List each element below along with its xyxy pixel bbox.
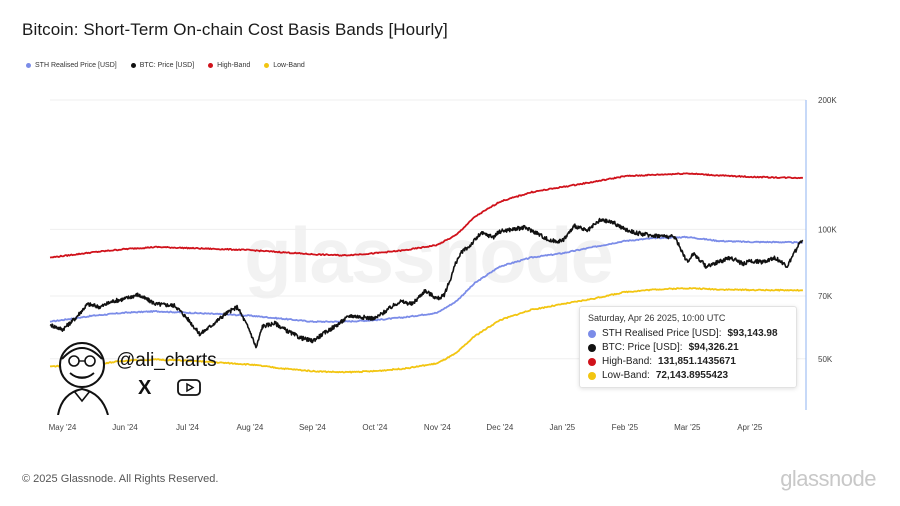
- tooltip-value-high-band: 131,851.1435671: [658, 356, 736, 367]
- series-lines: [49, 172, 804, 374]
- series-high-band[interactable]: [49, 172, 803, 259]
- tooltip-label-low-band: Low-Band:: [602, 370, 650, 381]
- legend-label-sth: STH Realised Price [USD]: [35, 62, 117, 69]
- x-tick-label: Apr '25: [737, 423, 763, 432]
- tooltip-label-sth: STH Realised Price [USD]:: [602, 328, 722, 339]
- tooltip-row-btc: BTC: Price [USD]: $94,326.21: [588, 341, 788, 355]
- x-tick-label: Nov '24: [424, 423, 451, 432]
- x-logo-icon[interactable]: X: [138, 377, 152, 399]
- legend-dot-low-band: [264, 63, 270, 68]
- tooltip: Saturday, Apr 26 2025, 10:00 UTC STH Rea…: [579, 306, 797, 388]
- tooltip-value-btc: $94,326.21: [688, 342, 739, 353]
- legend-dot-btc: [130, 63, 136, 68]
- tooltip-value-sth: $93,143.98: [727, 328, 778, 339]
- tooltip-dot-low-band: [588, 372, 596, 380]
- x-tick-label: May '24: [49, 423, 77, 432]
- tooltip-dot-btc: [588, 344, 596, 352]
- tooltip-label-high-band: High-Band:: [602, 356, 653, 367]
- x-tick-label: Jan '25: [550, 423, 576, 432]
- tooltip-date: Saturday, Apr 26 2025, 10:00 UTC: [588, 313, 726, 323]
- tooltip-dot-sth: [588, 330, 596, 338]
- y-tick-label: 70K: [818, 292, 833, 301]
- series-sth-realised-price[interactable]: [49, 235, 803, 324]
- tooltip-row-sth: STH Realised Price [USD]: $93,143.98: [588, 327, 788, 341]
- legend-label-btc: BTC: Price [USD]: [139, 62, 195, 69]
- x-tick-label: Jul '24: [176, 423, 199, 432]
- legend-label-low-band: Low-Band: [273, 62, 305, 69]
- x-tick-label: Jun '24: [112, 423, 138, 432]
- legend-dot-sth: [26, 63, 31, 68]
- glassnode-brand-logo[interactable]: glassnode: [780, 466, 876, 491]
- legend: STH Realised Price [USD] BTC: Price [USD…: [26, 62, 305, 69]
- tooltip-row-high-band: High-Band: 131,851.1435671: [588, 355, 788, 369]
- copyright-text: © 2025 Glassnode. All Rights Reserved.: [22, 473, 219, 485]
- series-btc-price[interactable]: [49, 217, 804, 349]
- legend-label-high-band: High-Band: [217, 62, 251, 69]
- watermark-text: glassnode: [244, 211, 612, 299]
- legend-item-btc[interactable]: BTC: Price [USD]: [130, 62, 195, 69]
- tooltip-value-low-band: 72,143.8955423: [655, 370, 729, 381]
- x-tick-label: Mar '25: [674, 423, 701, 432]
- y-tick-label: 200K: [818, 96, 837, 105]
- legend-dot-high-band: [208, 63, 214, 68]
- x-tick-label: Aug '24: [236, 423, 263, 432]
- legend-item-sth[interactable]: STH Realised Price [USD]: [26, 62, 117, 69]
- legend-item-low-band[interactable]: Low-Band: [264, 62, 305, 69]
- tooltip-row-low-band: Low-Band: 72,143.8955423: [588, 369, 788, 383]
- chart-title: Bitcoin: Short-Term On-chain Cost Basis …: [22, 20, 448, 39]
- avatar-caricature-icon: [57, 342, 109, 415]
- author-handle: @ali_charts: [116, 350, 217, 371]
- x-tick-label: Oct '24: [362, 423, 388, 432]
- legend-item-high-band[interactable]: High-Band: [208, 62, 250, 69]
- tooltip-dot-high-band: [588, 358, 596, 366]
- y-tick-label: 100K: [818, 225, 837, 234]
- series-low-band[interactable]: [49, 287, 803, 374]
- youtube-icon[interactable]: [177, 379, 201, 396]
- x-tick-label: Dec '24: [486, 423, 513, 432]
- y-tick-label: 50K: [818, 355, 833, 364]
- tooltip-label-btc: BTC: Price [USD]:: [602, 342, 683, 353]
- axes: 200K 100K 70K 50K May '24 Jun '24 Jul '24 Aug '…: [49, 96, 838, 432]
- x-tick-label: Sep '24: [299, 423, 326, 432]
- x-tick-label: Feb '25: [612, 423, 639, 432]
